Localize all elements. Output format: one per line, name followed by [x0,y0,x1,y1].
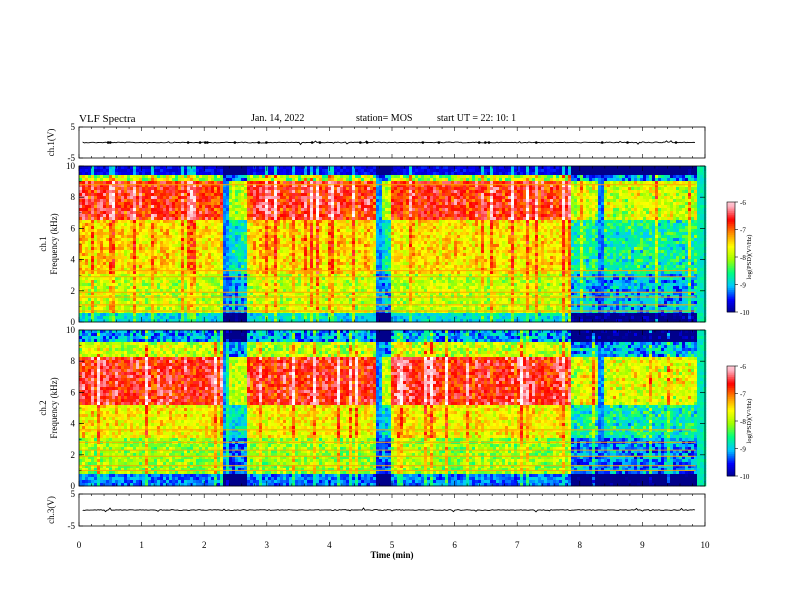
waveform-marker [318,141,322,144]
colorbar-tick-label: -9 [740,446,746,454]
y-tick-label: 10 [66,325,76,335]
y-axis-label: ch.1(V) [46,129,56,157]
y-tick-label: 8 [71,192,76,202]
y-tick-label: 0 [71,481,76,491]
x-axis: 0 1 2 3 4 5 6 7 8 9 10 Time (min) [77,540,710,560]
waveform-marker [626,141,629,144]
waveform-panel-2: 5 -5 ch.3(V) [46,489,706,531]
colorbar-tick-label: -7 [740,391,746,399]
spectrogram-panel-ch2: 0 2 4 6 8 10 ch.2 Frequency (kHz) [38,325,707,491]
x-tick-label: 4 [327,540,332,550]
x-tick-label: 3 [265,540,270,550]
station-label: station= MOS [356,113,412,124]
waveform-marker [477,141,481,144]
x-tick-label: 9 [640,540,645,550]
x-tick-label: 1 [139,540,144,550]
y-tick-label: 0 [71,317,76,327]
colorbar-ch2: -6 -7 -8 -9 -10 log(PSD)(V²/Hz) [726,363,753,481]
waveform-marker [265,141,268,144]
y-tick-label: 4 [71,419,76,429]
y-tick-label: -5 [68,521,76,531]
colorbar-tick-label: -10 [740,473,750,481]
waveform-marker [421,141,425,144]
y-tick-label: 6 [71,387,76,397]
waveform-marker [310,141,314,144]
y-axis-label-frequency: Frequency (kHz) [49,213,59,274]
waveform-marker [437,141,441,144]
colorbar-tick-label: -6 [740,199,746,207]
waveform-marker [484,141,487,144]
waveform-marker [674,141,678,144]
date-label: Jan. 14, 2022 [251,113,304,124]
start-time-label: start UT = 22: 10: 1 [437,113,516,124]
x-tick-label: 10 [701,540,711,550]
spectrogram-panel-ch1: 0 2 4 6 8 10 ch.1 Frequency (kHz) [38,161,707,327]
colorbar-label: log(PSD)(V²/Hz) [746,235,753,280]
figure-title: VLF Spectra [79,113,136,125]
y-axis-label-frequency: Frequency (kHz) [49,377,59,438]
waveform-panel-1: 5 -5 ch.1(V) [46,122,706,163]
waveform-marker [203,141,207,144]
waveform-marker [359,141,362,144]
y-tick-label: -5 [68,153,76,163]
waveform-marker [233,141,237,144]
waveform-marker [108,141,112,144]
waveform-marker [487,141,491,144]
y-tick-label: 2 [71,286,76,296]
y-tick-label: 5 [71,489,76,499]
x-tick-label: 6 [452,540,457,550]
colorbar-tick-label: -6 [740,363,746,371]
x-tick-label: 8 [578,540,583,550]
waveform-marker [186,141,190,144]
y-tick-label: 2 [71,450,76,460]
waveform-marker [535,141,538,144]
x-tick-label: 2 [202,540,207,550]
waveform-marker [600,141,604,144]
waveform-marker [257,141,261,144]
colorbar-tick-label: -7 [740,227,746,235]
y-tick-label: 8 [71,356,76,366]
y-tick-label: 6 [71,223,76,233]
colorbar-label: log(PSD)(V²/Hz) [746,399,753,444]
colorbar-tick-label: -8 [740,418,746,426]
y-axis-label-channel: ch.2 [38,400,48,415]
waveform-marker [198,141,202,144]
colorbar-tick-label: -9 [740,282,746,290]
x-tick-label: 0 [77,540,82,550]
waveform-marker [365,141,369,144]
colorbar-tick-label: -8 [740,254,746,262]
waveform-marker [206,141,209,144]
waveform-marker [106,141,110,144]
y-tick-label: 4 [71,255,76,265]
y-axis-label-channel: ch.1 [38,236,48,251]
colorbar-ch1: -6 -7 -8 -9 -10 log(PSD)(V²/Hz) [726,199,753,317]
x-axis-label: Time (min) [370,550,413,560]
y-tick-label: 10 [66,161,76,171]
waveform-trace [82,507,696,513]
x-tick-label: 5 [390,540,395,550]
waveform-trace [82,140,696,146]
colorbar-tick-label: -10 [740,309,750,317]
x-tick-label: 7 [515,540,520,550]
y-axis-label: ch.3(V) [46,496,56,524]
y-tick-label: 5 [71,122,76,132]
